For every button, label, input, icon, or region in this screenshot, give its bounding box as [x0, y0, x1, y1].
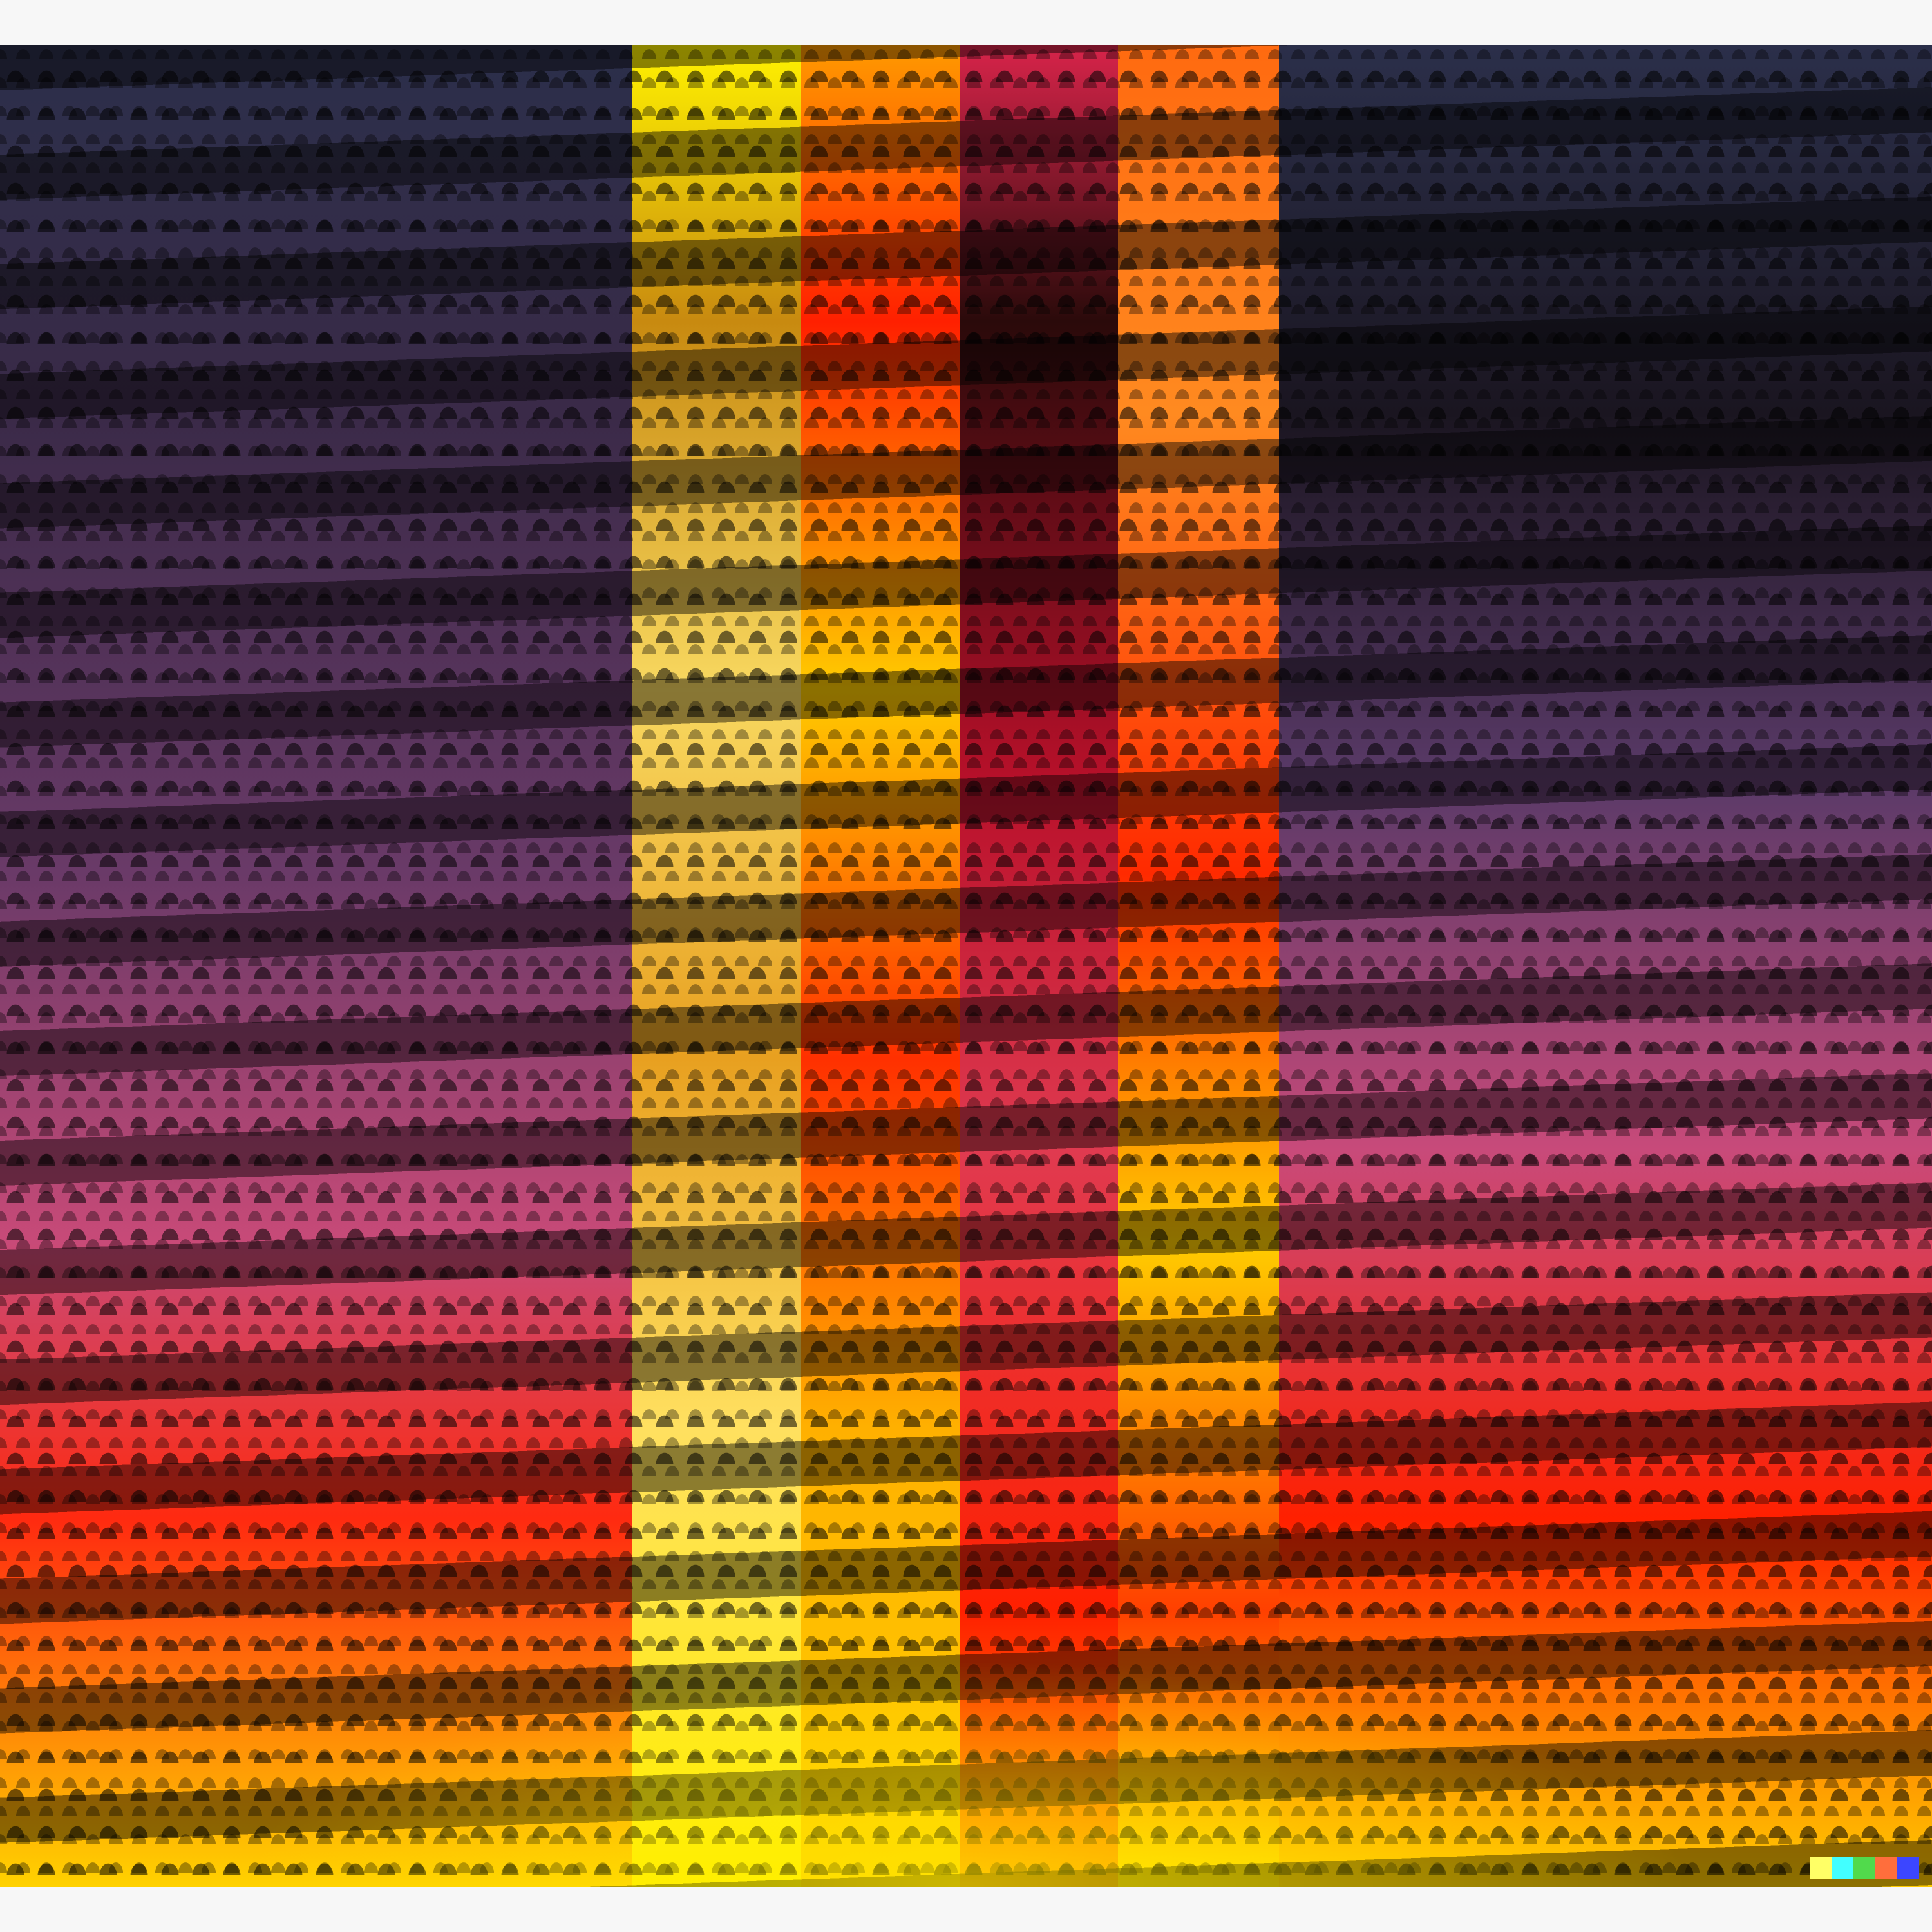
left-dark-field — [0, 45, 632, 1887]
abstract-artwork — [0, 45, 1932, 1887]
watermark-square — [1832, 1857, 1853, 1879]
orange-column — [801, 45, 960, 1887]
right-dark-field — [1279, 45, 1932, 1887]
watermark-square — [1810, 1857, 1832, 1879]
watermark-square — [1853, 1857, 1875, 1879]
yellow-column — [632, 45, 801, 1887]
watermark-square — [1897, 1857, 1919, 1879]
crimson-column — [960, 45, 1118, 1887]
watermark-square — [1875, 1857, 1897, 1879]
orange-red-column — [1118, 45, 1279, 1887]
watermark-logo — [1810, 1857, 1919, 1879]
